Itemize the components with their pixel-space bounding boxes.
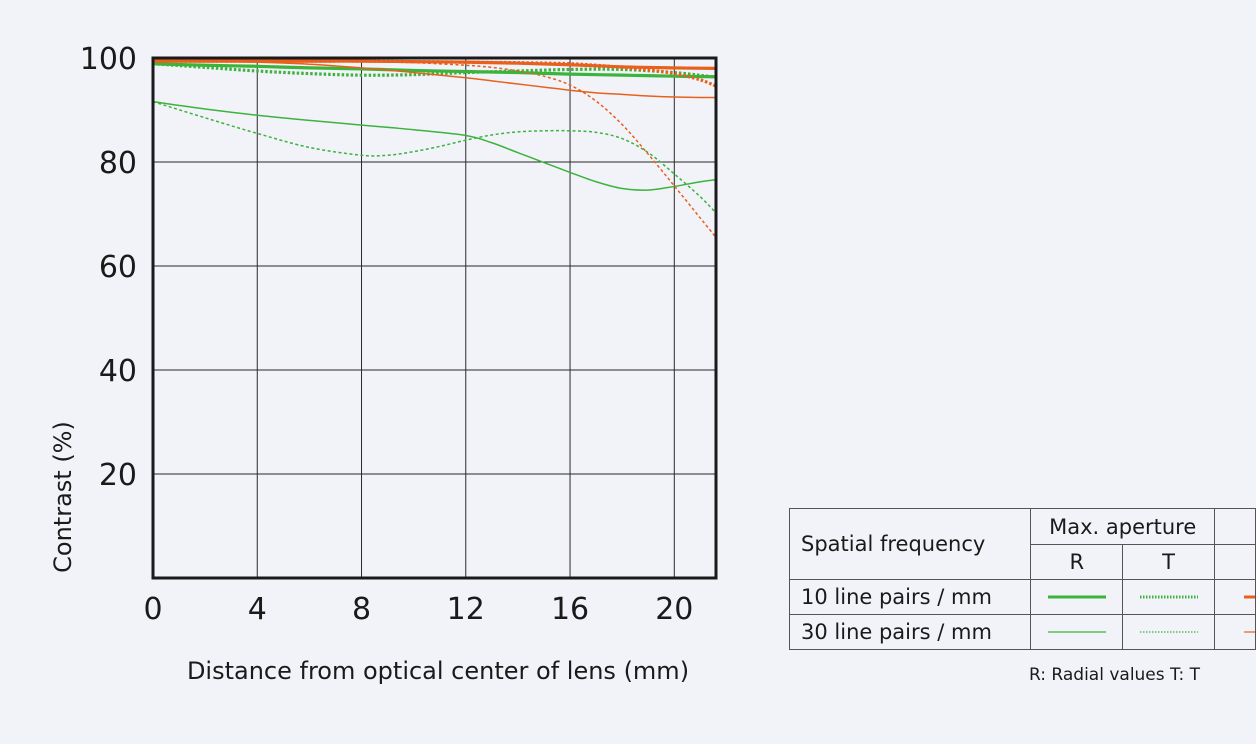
legend-note: R: Radial values T: T xyxy=(1029,665,1201,685)
y-tick-label: 40 xyxy=(99,354,137,389)
plot-frame xyxy=(151,56,718,580)
series-line-3 xyxy=(152,100,717,214)
x-tick-label: 16 xyxy=(551,592,589,627)
y-tick-label: 60 xyxy=(99,250,137,285)
series-line-0 xyxy=(152,62,717,79)
legend-table: Spatial frequency Max. aperture R T 10 l… xyxy=(788,508,1256,650)
legend-swatch-30-t xyxy=(1122,614,1215,650)
y-axis-title: Contrast (%) xyxy=(49,421,77,573)
series-line-1 xyxy=(152,62,717,79)
y-tick-label: 20 xyxy=(99,458,137,493)
legend-header-spatial-frequency: Spatial frequency xyxy=(788,508,1032,580)
x-tick-labels: 0 4 8 12 16 20 xyxy=(143,592,693,627)
y-tick-label: 100 xyxy=(80,42,137,77)
legend-header-cut xyxy=(1213,508,1256,545)
legend-col-r: R xyxy=(1030,544,1124,580)
legend-row-30lp: 30 line pairs / mm xyxy=(788,614,1032,650)
series-line-6 xyxy=(152,59,717,99)
legend-row-10lp: 10 line pairs / mm xyxy=(788,579,1032,615)
series-layer xyxy=(152,59,717,238)
legend-col-cut xyxy=(1213,544,1256,580)
y-tick-labels: 20 40 60 80 100 xyxy=(80,42,137,493)
x-tick-label: 0 xyxy=(143,592,162,627)
legend-swatch-30-cut xyxy=(1213,614,1256,650)
x-tick-label: 4 xyxy=(248,592,267,627)
x-tick-label: 20 xyxy=(655,592,693,627)
legend-col-t: T xyxy=(1122,544,1215,580)
legend-swatch-10-t xyxy=(1122,579,1215,615)
legend-swatch-10-r xyxy=(1030,579,1124,615)
legend-header-max-aperture: Max. aperture xyxy=(1030,508,1215,545)
series-line-5 xyxy=(153,59,717,88)
y-tick-label: 80 xyxy=(99,146,137,181)
legend-swatch-30-r xyxy=(1030,614,1124,650)
grid-lines xyxy=(153,58,716,578)
x-axis-title: Distance from optical center of lens (mm… xyxy=(187,657,689,685)
legend-swatch-10-cut xyxy=(1213,579,1256,615)
series-line-2 xyxy=(152,100,717,191)
x-tick-label: 8 xyxy=(352,592,371,627)
series-line-7 xyxy=(152,59,717,238)
x-tick-label: 12 xyxy=(447,592,485,627)
